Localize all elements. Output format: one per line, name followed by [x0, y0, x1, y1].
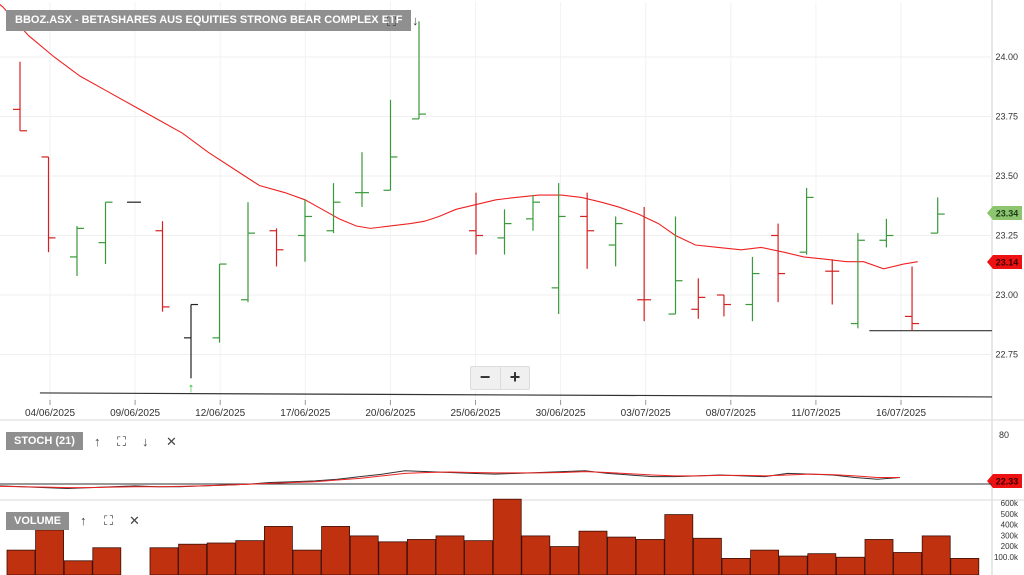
volume-bar — [149, 547, 179, 575]
move-up-icon[interactable]: ↑ — [94, 434, 101, 449]
volume-bar — [178, 543, 208, 575]
volume-tick-label: 100.0k — [994, 553, 1019, 562]
date-label: 30/06/2025 — [536, 408, 586, 419]
date-label: 08/07/2025 — [706, 408, 756, 419]
date-label: 16/07/2025 — [876, 408, 926, 419]
zoom-in-button[interactable]: + — [500, 367, 529, 389]
volume-tick-label: 200k — [1001, 542, 1019, 551]
volume-tick-label: 300k — [1001, 531, 1019, 540]
volume-tick-label: 500k — [1001, 510, 1019, 519]
volume-bar — [464, 540, 494, 575]
volume-bar — [693, 537, 722, 575]
price-tick-label: 23.75 — [995, 112, 1018, 122]
move-down-icon[interactable]: ↓ — [142, 434, 149, 449]
stoch-tick-label: 80 — [999, 430, 1009, 440]
volume-bar — [950, 558, 980, 575]
date-label: 11/07/2025 — [791, 408, 841, 419]
volume-bar — [921, 535, 951, 575]
volume-bar — [836, 556, 865, 575]
volume-bar — [63, 560, 93, 575]
volume-bar — [807, 553, 837, 575]
volume-bar — [750, 549, 779, 575]
volume-bar — [235, 540, 265, 575]
price-tick-label: 23.50 — [995, 171, 1018, 181]
volume-panel-label: VOLUME — [6, 512, 70, 530]
volume-bar — [492, 498, 522, 575]
last-price-tag-bg — [987, 206, 1022, 220]
support-line — [39, 392, 993, 398]
expand-icon[interactable]: ⛶ — [104, 513, 114, 528]
date-label: 04/06/2025 — [25, 408, 75, 419]
volume-bar — [893, 552, 922, 575]
volume-bar — [521, 535, 551, 575]
volume-bar — [778, 555, 808, 575]
stoch-d-line — [0, 471, 900, 489]
chart-title: BBOZ.ASX - BETASHARES AUS EQUITIES STRON… — [6, 10, 412, 31]
moving-average-line — [0, 3, 918, 270]
ma-price-tag: 23.14 — [996, 258, 1019, 268]
volume-bar — [721, 558, 751, 575]
volume-bar — [349, 535, 379, 575]
volume-bar — [635, 539, 665, 575]
volume-bar — [6, 549, 36, 575]
close-icon[interactable]: ✕ — [166, 434, 177, 449]
date-label: 09/06/2025 — [110, 408, 160, 419]
volume-bar — [35, 529, 64, 575]
volume-bar — [378, 541, 408, 575]
volume-bar — [321, 526, 351, 575]
stoch-panel-label: STOCH (21) — [6, 432, 83, 450]
volume-bar — [206, 542, 236, 575]
date-label: 03/07/2025 — [621, 408, 671, 419]
zoom-out-button[interactable]: − — [479, 367, 491, 387]
volume-bar — [92, 547, 122, 575]
ma-price-tag-bg — [987, 255, 1022, 269]
last-price-tag: 23.34 — [996, 209, 1019, 219]
date-label: 25/06/2025 — [450, 408, 500, 419]
volume-bar — [292, 549, 322, 575]
volume-tick-label: 600k — [1001, 499, 1019, 508]
stoch-value-tag-bg — [987, 474, 1022, 488]
volume-bar — [607, 536, 636, 575]
price-tick-label: 23.00 — [995, 290, 1018, 300]
date-label: 12/06/2025 — [195, 408, 245, 419]
stoch-value-tag: 22.33 — [996, 477, 1019, 487]
move-up-icon[interactable]: ↑ — [80, 513, 87, 528]
volume-bar — [435, 535, 465, 575]
buy-signal-arrow-icon: ↑ — [188, 380, 195, 395]
volume-bar — [664, 514, 694, 575]
close-icon[interactable]: ✕ — [129, 513, 140, 528]
stoch-k-line — [0, 470, 901, 489]
arrow-down-icon[interactable]: ↓ — [412, 13, 419, 28]
price-tick-label: 23.25 — [995, 231, 1018, 241]
expand-icon[interactable]: ⛶ — [387, 14, 397, 29]
volume-bar — [550, 546, 579, 575]
zoom-control: − + — [470, 366, 530, 390]
volume-bar — [578, 530, 608, 575]
price-tick-label: 22.75 — [995, 350, 1018, 360]
volume-tick-label: 400k — [1001, 521, 1019, 530]
price-tick-label: 24.00 — [995, 52, 1018, 62]
expand-icon[interactable]: ⛶ — [117, 434, 127, 449]
volume-bar — [864, 539, 894, 575]
date-label: 17/06/2025 — [280, 408, 330, 419]
date-label: 20/06/2025 — [365, 408, 415, 419]
volume-bar — [263, 526, 293, 575]
volume-bar — [406, 539, 436, 575]
